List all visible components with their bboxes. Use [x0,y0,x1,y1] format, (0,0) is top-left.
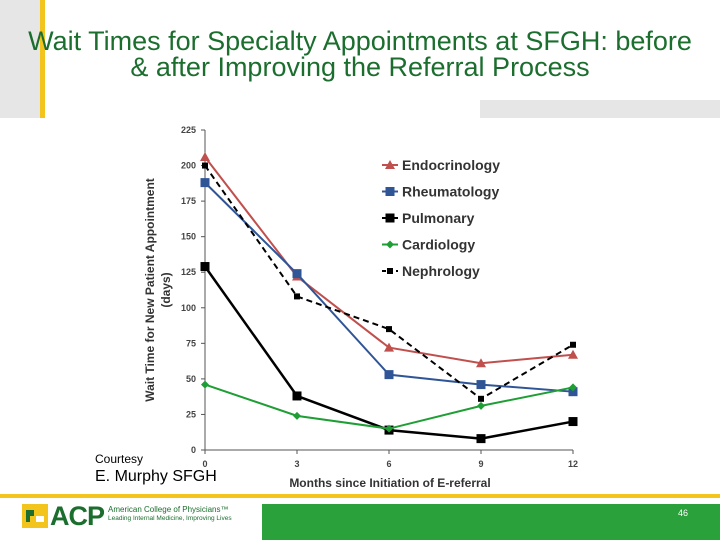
header-grey-block [0,0,40,118]
data-point [200,178,210,188]
data-point [570,341,576,348]
y-tick-label: 25 [186,409,196,419]
data-point [476,380,486,390]
data-point [293,411,301,420]
y-tick-label: 75 [186,338,196,348]
data-point [200,262,210,272]
series-pulmonary [200,262,578,444]
series-nephrology [202,162,576,402]
data-point [200,152,210,162]
header-band [0,0,720,120]
x-tick-label: 3 [294,459,299,469]
y-axis-label: Wait Time for New Patient Appointment (da… [143,178,173,402]
x-tick-label: 9 [478,459,483,469]
x-tick-label: 12 [568,459,578,469]
credit-text: E. Murphy SFGH [95,468,217,485]
data-point [386,326,392,333]
data-point [385,424,393,433]
legend-item: Pulmonary [382,210,475,226]
x-tick-label: 6 [386,459,391,469]
legend-marker [385,213,395,223]
y-tick-label: 175 [181,196,196,206]
slide-title: Wait Times for Specialty Appointments at… [28,26,692,82]
y-tick-label: 0 [191,445,196,455]
legend-label: Cardiology [402,237,475,253]
series-line [204,383,574,430]
data-point [568,387,578,397]
legend-label: Nephrology [402,263,480,279]
data-point [568,417,578,427]
data-point [476,434,486,444]
legend-label: Endocrinology [402,157,500,173]
acp-logo-icon [22,504,48,528]
y-tick-label: 200 [181,161,196,171]
y-tick-label: 50 [186,374,196,384]
header-yellow-stripe [40,0,45,118]
y-tick-label: 100 [181,303,196,313]
series-line [204,164,574,401]
legend-item: Nephrology [382,263,480,279]
footer-green-bar [262,504,720,540]
footer-yellow-line [0,494,720,498]
acp-tagline: Leading Internal Medicine, Improving Liv… [108,515,232,522]
courtesy-text: Courtesy [95,452,144,466]
data-point [569,383,577,392]
legend-item: Cardiology [382,237,475,253]
acp-logo-text: ACP [50,501,105,531]
y-axis-label-line: (days) [159,272,173,307]
data-point [477,401,485,410]
chart-legend: Endocrinology Rheumatology Pulmonary Cardio… [382,157,500,279]
series-cardiology [201,380,577,433]
chart-series [200,152,578,444]
data-point [294,293,300,300]
data-point [292,269,302,279]
legend-label: Rheumatology [402,184,499,200]
data-point [568,349,578,359]
x-axis-label: Months since Initiation of E-referral [289,476,490,490]
series-line [203,265,574,440]
y-axis-label-line: Wait Time for New Patient Appointment [143,178,157,402]
chart-axes: 0 25 50 75 100 125 150 175 200 225 0 3 6 9 12 [181,125,578,469]
legend-marker [385,187,395,196]
page-number: 46 [677,508,688,518]
data-point [478,395,484,402]
series-rheumatology [200,178,578,397]
legend-item: Rheumatology [382,184,499,200]
y-tick-label: 125 [181,267,196,277]
legend-label: Pulmonary [402,210,475,226]
y-tick-label: 225 [181,125,196,135]
legend-marker [387,268,393,274]
data-point [292,391,302,401]
data-point [476,358,486,368]
data-point [384,342,394,352]
series-endocrinology [200,152,578,368]
legend-marker [385,160,395,169]
x-tick-label: 0 [202,459,207,469]
data-point [201,380,209,389]
y-tick-label: 150 [181,232,196,242]
acp-org-name: American College of Physicians™ [108,505,229,514]
data-point [384,370,394,380]
legend-marker [386,240,394,249]
data-point [202,162,208,169]
footer: ACP American College of Physicians™ Lead… [0,494,720,540]
header-grey-bar [480,100,720,118]
legend-item: Endocrinology [382,157,500,173]
